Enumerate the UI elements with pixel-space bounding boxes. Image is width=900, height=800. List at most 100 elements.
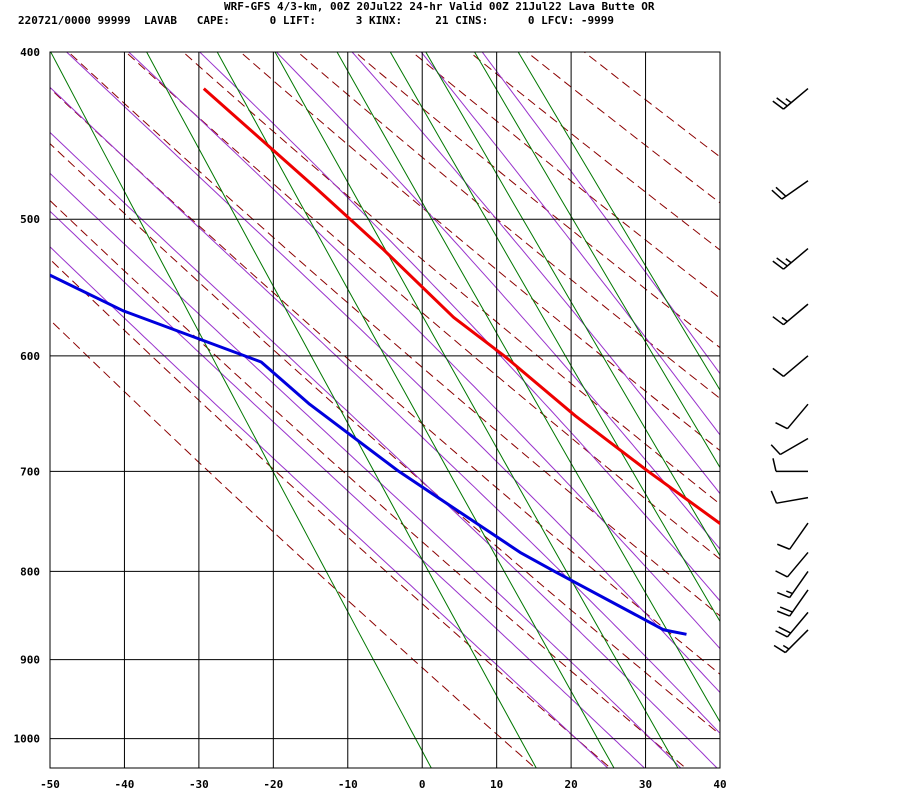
barb-feather (776, 610, 790, 617)
barb-feather (785, 98, 792, 104)
dry-adiabat-line (50, 199, 687, 768)
moist-adiabat-line (420, 52, 720, 436)
wind-barb (776, 522, 809, 550)
barb-staff (786, 611, 809, 638)
wind-barb (771, 180, 809, 200)
mixing-ratio-line (274, 52, 679, 768)
barb-staff (786, 551, 809, 578)
barb-feather (776, 591, 790, 599)
x-tick-label: 30 (639, 778, 652, 791)
wind-barbs (770, 87, 809, 654)
y-tick-label: 700 (20, 465, 40, 478)
mixing-ratio-line (425, 52, 720, 557)
moist-adiabat-line (50, 172, 682, 768)
barb-feather (782, 644, 790, 650)
wind-barb (775, 611, 809, 638)
sounding-indices: 220721/0000 99999 LAVAB CAPE: 0 LIFT: 3 … (18, 14, 615, 27)
mixing-ratio-line (389, 52, 720, 623)
barb-staff (789, 522, 809, 550)
plot-frame (49, 51, 721, 769)
moist-adiabat-line (50, 246, 609, 768)
barb-feather (776, 257, 788, 267)
moist-adiabats (50, 52, 720, 768)
sounding-series (50, 87, 720, 636)
wind-barb (776, 589, 809, 617)
dry-adiabat-line (354, 52, 720, 349)
y-tick-label: 600 (20, 350, 40, 363)
barb-staff (789, 589, 809, 617)
barb-feather (785, 258, 792, 264)
barb-feather (776, 543, 790, 550)
wind-barb (772, 248, 809, 270)
y-tick-label: 800 (20, 565, 40, 578)
mixing-ratio-line (50, 52, 432, 768)
x-tick-label: -50 (40, 778, 60, 791)
moist-adiabat-line (50, 86, 720, 735)
barb-feather (779, 606, 793, 613)
y-tick-label: 500 (20, 213, 40, 226)
moist-adiabat-line (198, 52, 720, 602)
y-tick-label: 1000 (14, 733, 41, 746)
barb-feather (775, 421, 788, 430)
barb-feather (771, 189, 783, 200)
moist-adiabat-line (481, 52, 720, 375)
barb-feather (772, 316, 784, 326)
barb-feather (772, 458, 777, 472)
dry-adiabat-line (411, 52, 720, 299)
grid (49, 51, 721, 769)
wind-barb (772, 458, 808, 473)
barb-staff (783, 248, 809, 270)
barb-feather (775, 630, 788, 638)
y-tick-label: 400 (20, 46, 40, 59)
barb-feather (776, 97, 788, 107)
x-tick-label: 40 (713, 778, 726, 791)
chart-title: WRF-GFS 4/3-km, 00Z 20Jul22 24-hr Valid … (224, 0, 655, 13)
x-tick-label: -20 (263, 778, 283, 791)
barb-feather (770, 444, 781, 456)
x-tick-label: 10 (490, 778, 503, 791)
barb-feather (778, 626, 791, 634)
mixing-ratio-line (336, 52, 720, 723)
dry-adiabat-line (50, 143, 720, 736)
barb-staff (783, 355, 809, 377)
wind-barb (773, 629, 809, 654)
moist-adiabat-line (351, 52, 720, 495)
barb-staff (781, 180, 809, 200)
wind-barb (770, 490, 809, 504)
x-tick-label: -40 (115, 778, 135, 791)
barb-staff (786, 403, 809, 430)
dry-adiabat-line (468, 52, 720, 251)
dry-adiabat-line (50, 87, 720, 675)
x-tick-label: 0 (419, 778, 426, 791)
barb-staff (789, 570, 809, 599)
wind-barb (772, 303, 809, 326)
barb-staff (784, 629, 809, 654)
barb-feather (781, 316, 788, 323)
moist-adiabat-line (65, 52, 720, 694)
barb-feather (772, 367, 784, 377)
dry-adiabat-line (67, 52, 720, 617)
barb-feather (786, 590, 793, 595)
dry-adiabat-line (125, 52, 720, 560)
barb-staff (776, 496, 809, 504)
x-tick-label: 20 (564, 778, 577, 791)
barb-feather (773, 644, 786, 654)
x-tick-label: -10 (338, 778, 358, 791)
wind-barb (772, 355, 809, 377)
temperature-profile (202, 87, 720, 526)
dewpoint-profile (50, 273, 687, 636)
moist-adiabat-line (50, 131, 718, 768)
axes: -50 -40 -30 -20 -10 0 10 20 30 40 400 500 600 700 800 9… (14, 46, 727, 791)
wind-barb (775, 403, 809, 430)
dry-adiabat-line (50, 319, 536, 768)
barb-feather (770, 490, 778, 504)
barb-feather (775, 570, 788, 578)
x-tick-label: -30 (189, 778, 209, 791)
barb-feather (772, 260, 784, 270)
barb-staff (783, 87, 809, 110)
moist-adiabat-line (50, 210, 646, 768)
y-tick-label: 900 (20, 654, 40, 667)
moist-adiabat-line (275, 52, 720, 550)
wind-barb (772, 87, 809, 110)
mixing-ratio-line (473, 52, 720, 469)
